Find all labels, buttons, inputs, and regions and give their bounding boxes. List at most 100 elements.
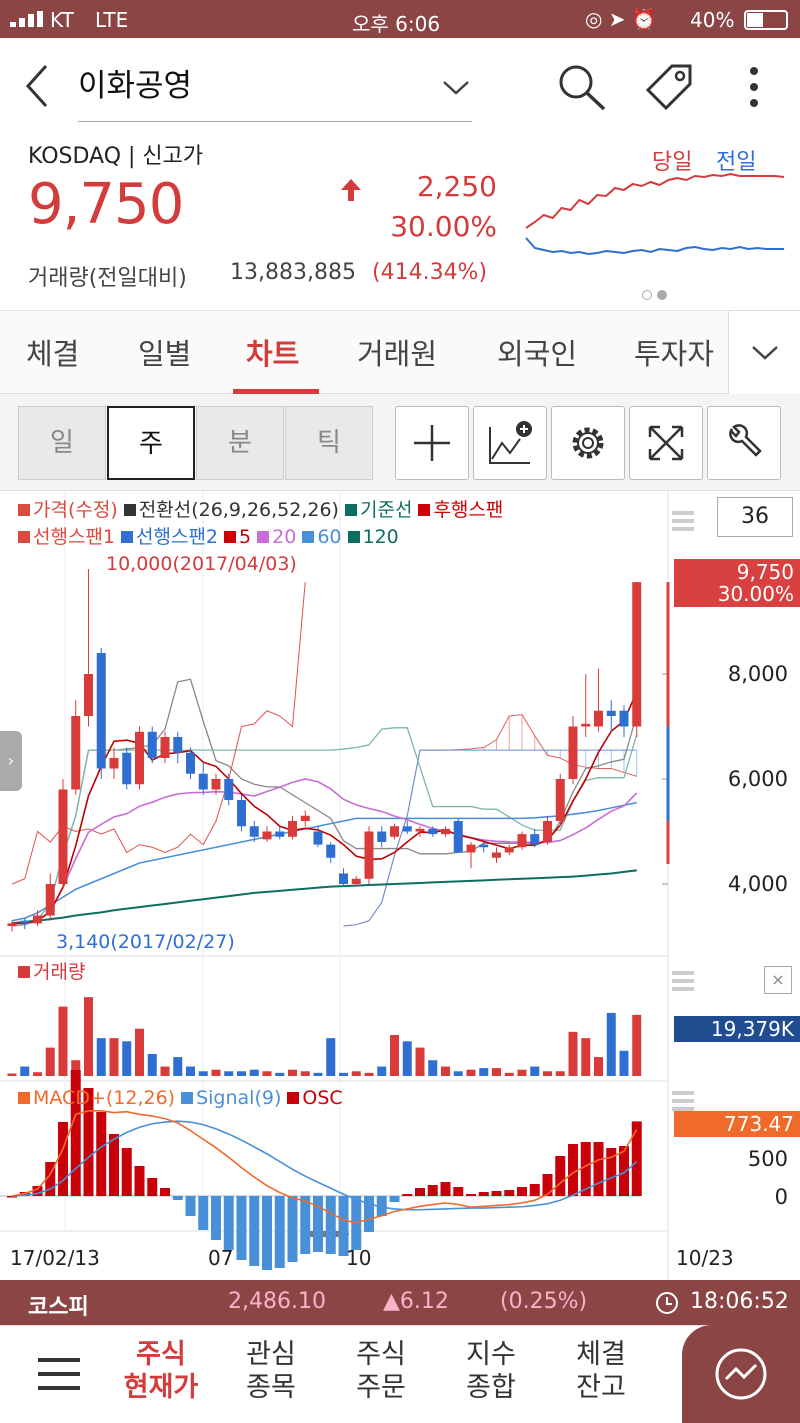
- volume-bar: [262, 1071, 272, 1076]
- tab-daily[interactable]: 일별: [138, 337, 192, 371]
- volume-bar: [364, 1072, 374, 1076]
- nav-label: 주문: [356, 1372, 406, 1403]
- page-dots[interactable]: [642, 285, 668, 304]
- nav-index[interactable]: 지수 종합: [446, 1338, 536, 1404]
- tools-button[interactable]: [707, 406, 781, 480]
- bottom-nav: 주식 현재가 관심 종목 주식 주문 지수 종합 체결 잔고: [0, 1325, 800, 1423]
- osc-bar: [580, 1142, 591, 1196]
- chart-area[interactable]: 가격(수정) 전환선(26,9,26,52,26) 기준선 후행스팬 선행스팬1 선행스…: [0, 490, 800, 1281]
- network: LTE: [95, 8, 129, 32]
- legend-swatch: [418, 504, 431, 516]
- osc-bar: [389, 1196, 400, 1202]
- add-indicator-button[interactable]: [473, 406, 547, 480]
- intraday-mini-chart[interactable]: [522, 0, 792, 300]
- candle-body: [173, 737, 183, 753]
- osc-bar: [249, 1196, 260, 1266]
- period-tick[interactable]: 틱: [285, 406, 373, 480]
- volume-bar: [530, 1066, 540, 1076]
- crosshair-button[interactable]: [395, 406, 469, 480]
- period-week[interactable]: 주: [107, 406, 195, 480]
- nav-watchlist[interactable]: 관심 종목: [226, 1338, 316, 1404]
- legend-label: 후행스팬: [433, 499, 504, 521]
- tab-trades[interactable]: 체결: [26, 337, 80, 371]
- back-icon[interactable]: [24, 64, 50, 108]
- side-drawer-handle[interactable]: ›: [0, 731, 22, 791]
- candle-body: [606, 710, 616, 716]
- market-label: KOSDAQ | 신고가: [28, 144, 204, 169]
- osc-bar: [236, 1196, 247, 1260]
- osc-bar: [313, 1196, 323, 1252]
- osc-bar: [45, 1162, 56, 1196]
- candle-body: [109, 758, 119, 769]
- volume-bar: [224, 1071, 234, 1076]
- volume-bar: [198, 1071, 208, 1076]
- osc-bar: [70, 1070, 81, 1196]
- battery-icon: [744, 10, 788, 30]
- candle-body: [492, 852, 501, 858]
- nav-order[interactable]: 주식 주문: [336, 1338, 426, 1404]
- tab-foreign[interactable]: 외국인: [497, 337, 578, 371]
- candle-body: [351, 878, 361, 884]
- x-label: 07: [208, 1246, 234, 1270]
- period-day[interactable]: 일: [18, 406, 106, 480]
- candle-body: [453, 821, 463, 853]
- candle-body: [428, 828, 438, 835]
- tabs-more-button[interactable]: [728, 311, 800, 394]
- pane-handle-icon: [672, 987, 694, 991]
- nav-label: 잔고: [576, 1372, 626, 1403]
- volume-bar: [109, 1038, 119, 1076]
- legend-swatch: [18, 531, 30, 543]
- pane-handle-icon: [672, 527, 694, 531]
- candle-body: [466, 844, 476, 853]
- more-icon[interactable]: [748, 66, 760, 110]
- osc-bar: [198, 1196, 209, 1230]
- legend-today: 당일: [652, 150, 693, 175]
- x-label: 17/02/13: [10, 1246, 100, 1270]
- quick-action-button[interactable]: [682, 1325, 800, 1423]
- candle-body: [543, 821, 552, 842]
- stock-chart[interactable]: [0, 491, 800, 1281]
- volume-bar: [45, 1047, 55, 1076]
- menu-icon[interactable]: [38, 1356, 80, 1392]
- legend-swatch: [181, 1092, 194, 1104]
- tab-investors[interactable]: 투자자: [634, 337, 715, 371]
- candle-body: [198, 773, 208, 790]
- chart-circle-icon: [715, 1348, 767, 1400]
- candle-body: [160, 737, 170, 758]
- candle-body: [479, 844, 489, 848]
- period-minute[interactable]: 분: [196, 406, 284, 480]
- osc-bar: [529, 1184, 540, 1196]
- volume-bar: [33, 1072, 42, 1076]
- osc-bar: [287, 1196, 298, 1262]
- search-icon[interactable]: [556, 62, 608, 112]
- legend-swatch: [121, 531, 134, 543]
- candle-body: [581, 723, 591, 727]
- index-ticker[interactable]: 코스피 2,486.10 ▲6.12 (0.25%) 18:06:52: [0, 1280, 800, 1325]
- fullscreen-button[interactable]: [629, 406, 703, 480]
- macd-legend: MACD+(12,26) Signal(9) OSC: [18, 1087, 349, 1109]
- legend-label: 5: [239, 526, 252, 548]
- osc-bar: [172, 1196, 183, 1200]
- legend-label: 60: [317, 526, 342, 548]
- close-volume-button[interactable]: ×: [764, 966, 792, 994]
- leading-span2-line: [343, 749, 637, 927]
- nav-label: 관심: [246, 1339, 296, 1370]
- nav-balance[interactable]: 체결 잔고: [556, 1338, 646, 1404]
- candle-body: [71, 716, 81, 790]
- settings-button[interactable]: [551, 406, 625, 480]
- tab-chart[interactable]: 차트: [246, 337, 300, 371]
- osc-bar: [568, 1144, 578, 1196]
- candle-count-box[interactable]: 36: [717, 497, 793, 537]
- osc-bar: [83, 1088, 94, 1196]
- legend-label: 선행스팬2: [136, 526, 219, 548]
- signal-icon: [10, 11, 43, 27]
- tag-icon[interactable]: [644, 62, 696, 112]
- tab-brokers[interactable]: 거래원: [357, 337, 438, 371]
- volume-bar: [390, 1035, 399, 1076]
- candle-body: [7, 923, 17, 926]
- volume-bar: [313, 1072, 323, 1076]
- nav-stock-price[interactable]: 주식 현재가: [116, 1338, 206, 1404]
- candle-body: [300, 815, 310, 821]
- carrier: KT: [50, 8, 74, 32]
- stock-selector[interactable]: 이화공영: [78, 60, 472, 122]
